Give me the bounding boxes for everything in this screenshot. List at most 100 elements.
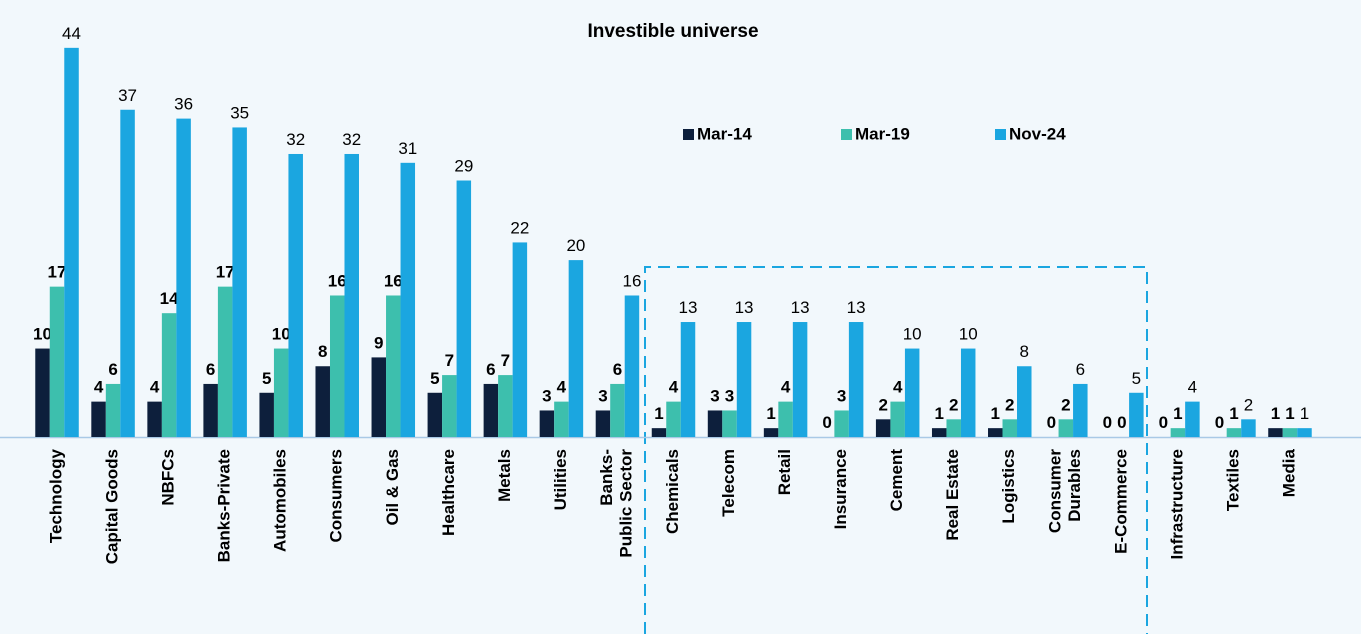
- data-label: 1: [1300, 404, 1309, 423]
- bar: [651, 428, 667, 437]
- data-label: 0: [1047, 413, 1056, 432]
- bar: [259, 392, 274, 437]
- bar: [203, 383, 218, 437]
- bar: [288, 153, 303, 437]
- bar: [427, 392, 443, 437]
- data-label: 4: [781, 378, 791, 397]
- bar: [904, 348, 920, 437]
- bar: [610, 383, 625, 437]
- legend-label: Mar-14: [697, 124, 752, 143]
- data-label: 37: [118, 86, 137, 105]
- data-label: 7: [501, 351, 510, 370]
- x-tick-label: E-Commerce: [1111, 449, 1130, 554]
- x-tick-label: Banks-Private: [215, 449, 234, 562]
- data-label: 4: [1188, 378, 1197, 397]
- x-tick-label: Consumers: [327, 449, 346, 543]
- legend-swatch: [683, 129, 694, 140]
- data-label: 1: [1173, 404, 1182, 423]
- data-label: 2: [1244, 395, 1253, 414]
- bar: [400, 162, 416, 438]
- data-label: 13: [791, 298, 810, 317]
- x-tick-label: Technology: [47, 448, 66, 543]
- bar: [875, 419, 891, 437]
- bar: [105, 383, 121, 437]
- data-label: 4: [557, 378, 567, 397]
- x-tick-label: Banks-Public Sector: [598, 449, 637, 558]
- data-label: 0: [1117, 413, 1126, 432]
- bar: [483, 383, 499, 437]
- data-label: 6: [613, 360, 622, 379]
- bar: [792, 322, 808, 437]
- bar: [64, 47, 79, 437]
- data-label: 9: [374, 333, 383, 352]
- bar: [1017, 366, 1032, 437]
- bar: [931, 428, 947, 437]
- data-label: 8: [318, 342, 327, 361]
- data-label: 13: [735, 298, 754, 317]
- x-tick-label: Automobiles: [271, 449, 290, 552]
- data-label: 31: [398, 139, 417, 158]
- data-label: 0: [822, 413, 831, 432]
- data-label: 8: [1020, 342, 1029, 361]
- data-label: 0: [1215, 413, 1224, 432]
- data-label: 10: [33, 325, 52, 344]
- data-label: 5: [1132, 369, 1141, 388]
- data-label: 16: [622, 271, 641, 290]
- data-label: 3: [542, 386, 551, 405]
- bar: [512, 242, 528, 437]
- data-label: 32: [342, 130, 361, 149]
- x-tick-label: Healthcare: [439, 449, 458, 536]
- x-tick-label: Oil & Gas: [383, 449, 402, 526]
- bar: [147, 401, 162, 437]
- data-label: 2: [1061, 395, 1070, 414]
- bar: [1129, 392, 1144, 437]
- legend-label: Mar-19: [855, 124, 910, 143]
- data-label: 3: [725, 386, 734, 405]
- highlight-box: [644, 266, 1148, 634]
- bar: [946, 419, 961, 437]
- bar: [707, 410, 723, 437]
- data-label: 6: [1076, 360, 1085, 379]
- bar: [1185, 401, 1200, 437]
- data-label: 3: [710, 386, 719, 405]
- data-label: 2: [878, 395, 887, 414]
- data-label: 6: [206, 360, 215, 379]
- x-tick-label: Textiles: [1223, 449, 1242, 511]
- data-label: 5: [430, 369, 439, 388]
- data-label: 10: [903, 325, 922, 344]
- bar: [217, 286, 233, 437]
- data-label: 6: [108, 360, 117, 379]
- x-tick-label: Logistics: [999, 449, 1018, 524]
- bar: [960, 348, 976, 437]
- data-label: 3: [837, 386, 846, 405]
- bar: [890, 401, 905, 437]
- x-tick-label: Capital Goods: [103, 449, 122, 564]
- x-tick-label: Metals: [495, 449, 514, 502]
- bar: [595, 410, 611, 437]
- bar: [456, 180, 472, 437]
- data-label: 0: [1103, 413, 1112, 432]
- x-tick-label: Retail: [775, 449, 794, 495]
- chart-title: Investible universe: [587, 21, 758, 42]
- x-tick-label: ConsumerDurables: [1046, 449, 1085, 533]
- data-label: 2: [1005, 395, 1014, 414]
- data-label: 4: [893, 378, 903, 397]
- data-label: 7: [445, 351, 454, 370]
- data-label: 10: [959, 325, 978, 344]
- bar: [848, 322, 864, 437]
- bar: [1241, 419, 1256, 437]
- data-label: 17: [48, 263, 67, 282]
- bar: [232, 127, 247, 437]
- bar: [1226, 428, 1242, 437]
- legend-swatch: [841, 129, 852, 140]
- data-label: 1: [766, 404, 775, 423]
- data-label: 4: [94, 378, 104, 397]
- bar: [386, 295, 401, 437]
- bar: [554, 401, 569, 437]
- bar: [91, 401, 106, 437]
- bar: [568, 260, 584, 437]
- bar: [1058, 419, 1074, 437]
- data-label: 17: [216, 263, 235, 282]
